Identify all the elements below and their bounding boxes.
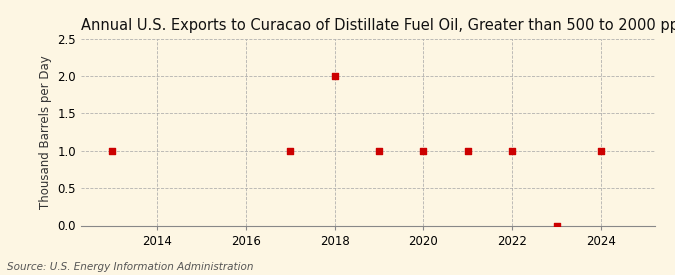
Point (462, 148, 473, 153)
Point (329, 74, 340, 78)
Point (285, 148, 296, 153)
Point (596, 148, 607, 153)
Y-axis label: Thousand Barrels per Day: Thousand Barrels per Day (39, 55, 52, 209)
Point (418, 148, 429, 153)
Point (373, 148, 384, 153)
Text: Annual U.S. Exports to Curacao of Distillate Fuel Oil, Greater than 500 to 2000 : Annual U.S. Exports to Curacao of Distil… (81, 18, 675, 33)
Point (107, 148, 117, 153)
Text: Source: U.S. Energy Information Administration: Source: U.S. Energy Information Administ… (7, 262, 253, 272)
Point (507, 148, 518, 153)
Point (551, 223, 562, 228)
